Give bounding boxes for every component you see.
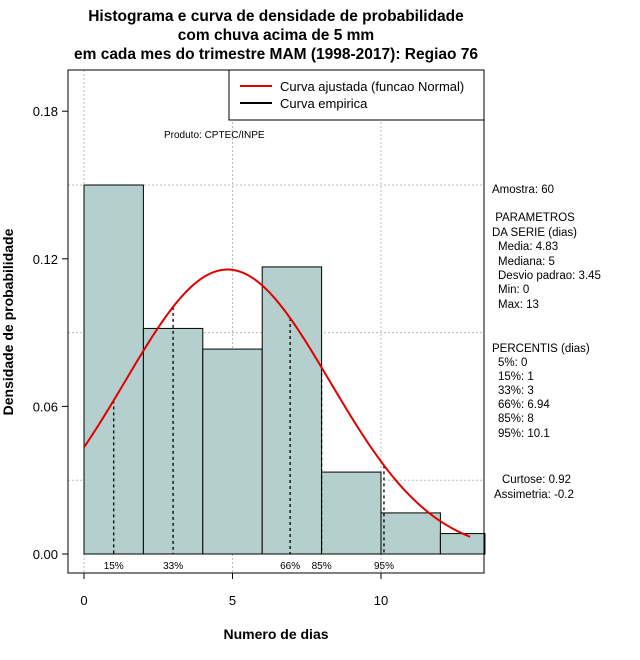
curtose: Curtose: 0.92 [502,474,571,486]
x-tick-label: 5 [229,593,236,608]
percentile-label: 15% [104,561,124,572]
sample-size: Amostra: 60 [492,184,554,196]
legend-empirical-label: Curva empirica [280,96,368,111]
percentil-66: 66%: 6.94 [498,399,550,411]
histogram-bar [202,348,263,555]
histogram-bar [380,512,441,555]
param-mediana: Mediana: 5 [498,256,555,268]
y-tick-label: 0.12 [33,252,58,267]
histogram-bar [261,266,323,555]
percentile-markers: 15% 33% 66% 85% 95% [104,306,394,572]
legend-box [228,69,485,121]
stats-panel: Amostra: 60 PARAMETROS DA SERIE (dias) M… [492,184,601,501]
percentil-15: 15%: 1 [498,371,534,383]
percentile-label: 95% [374,561,394,572]
y-axis: 0.00 0.06 0.12 0.18 [33,104,69,562]
chart-title-line-3: em cada mes do trimestre MAM (1998-2017)… [74,46,478,63]
x-axis-label: Numero de dias [223,626,328,642]
histogram-bars [83,184,486,555]
percentil-85: 85%: 8 [498,413,534,425]
histogram-bar [439,533,486,555]
x-axis: 0 5 10 [80,572,388,608]
y-tick-label: 0.18 [33,104,58,119]
param-min: Min: 0 [498,284,529,296]
percentile-label: 66% [280,561,300,572]
percentil-33: 33%: 3 [498,385,534,397]
y-tick-label: 0.06 [33,399,58,414]
percentile-label: 33% [163,561,183,572]
percentis-title: PERCENTIS (dias) [492,343,590,355]
param-max: Max: 13 [498,299,539,311]
chart-title-line-1: Histograma e curva de densidade de proba… [88,8,464,25]
percentile-label: 85% [312,561,332,572]
x-tick-label: 0 [80,593,87,608]
y-axis-label: Densidade de probabilidade [0,228,16,415]
percentil-5: 5%: 0 [498,357,527,369]
param-desvio: Desvio padrao: 3.45 [498,270,601,282]
percentil-95: 95%: 10.1 [498,428,550,440]
x-tick-label: 10 [374,593,388,608]
chart-title-line-2: com chuva acima de 5 mm [178,27,374,44]
producer-label: Produto: CPTEC/INPE [164,130,265,141]
fitted-normal-curve [83,268,471,538]
legend: Curva ajustada (funcao Normal) Curva emp… [228,69,485,121]
params-title-1: PARAMETROS [492,212,575,224]
histogram-bar [321,471,382,555]
legend-fit-label: Curva ajustada (funcao Normal) [280,79,464,94]
params-title-2: DA SERIE (dias) [492,227,577,239]
y-tick-label: 0.00 [33,547,58,562]
param-media: Media: 4.83 [498,241,558,253]
assimetria: Assimetria: -0.2 [494,489,574,501]
